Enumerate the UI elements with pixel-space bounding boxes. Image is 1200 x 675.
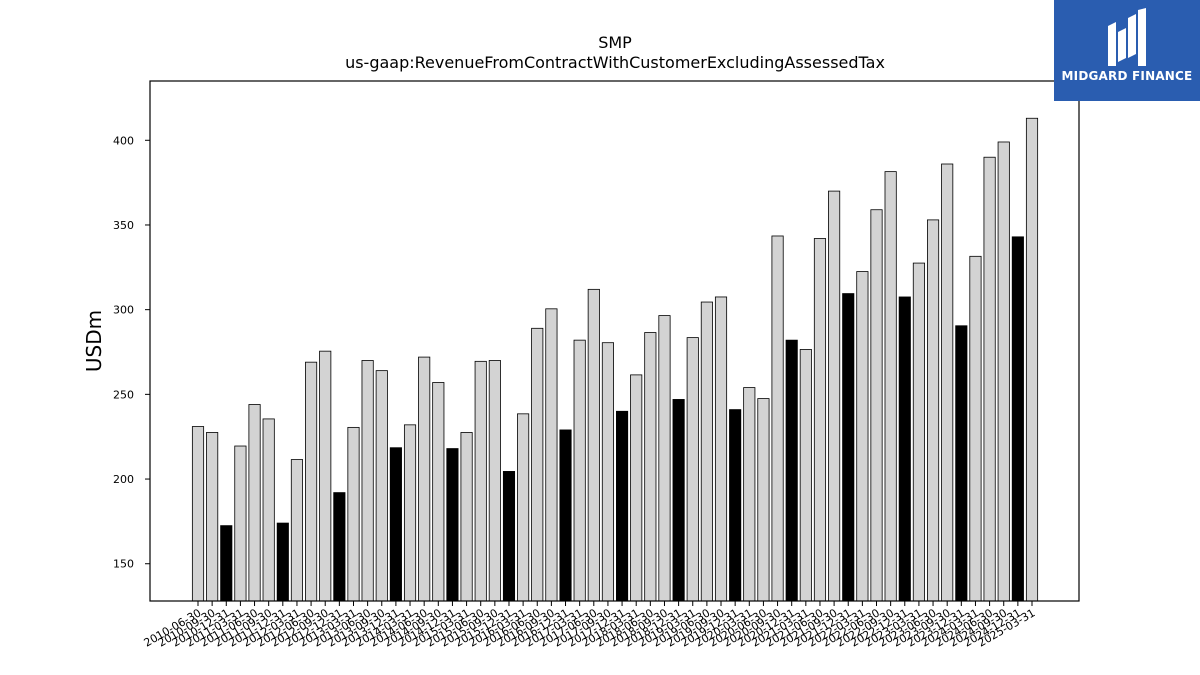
bar-2010-06-30 bbox=[191, 426, 205, 602]
bar-2020-06-30 bbox=[757, 398, 770, 602]
bar-2014-12-31 bbox=[446, 448, 459, 602]
bar-2011-12-31 bbox=[276, 522, 289, 602]
bar-2021-12-31 bbox=[842, 293, 855, 602]
bar-2020-09-30 bbox=[771, 235, 784, 602]
bar-2024-12-31 bbox=[1011, 236, 1024, 602]
bar-2014-09-30 bbox=[432, 382, 445, 602]
bar-2017-12-31 bbox=[616, 410, 629, 602]
bar-2015-09-30 bbox=[488, 360, 501, 602]
bar-2024-03-31 bbox=[969, 255, 982, 602]
bar-2011-06-30 bbox=[248, 404, 261, 602]
y-tick-label-150: 150 bbox=[113, 558, 134, 571]
y-tick-label-350: 350 bbox=[113, 219, 134, 232]
bar-2013-09-30 bbox=[375, 370, 388, 602]
bar-2013-12-31 bbox=[389, 447, 402, 602]
y-tick-label-250: 250 bbox=[113, 388, 134, 401]
bar-2018-06-30 bbox=[644, 332, 657, 602]
bar-2014-06-30 bbox=[418, 356, 431, 602]
bar-2016-03-31 bbox=[517, 413, 530, 602]
midgard-finance-logo: MIDGARD FINANCE bbox=[1054, 0, 1200, 101]
bar-2019-06-30 bbox=[700, 301, 713, 602]
bar-2023-12-31 bbox=[955, 325, 968, 602]
bar-2022-12-31 bbox=[898, 296, 911, 602]
bar-2023-06-30 bbox=[927, 219, 940, 602]
bar-2022-03-31 bbox=[856, 271, 869, 602]
chart-subtitle: us-gaap:RevenueFromContractWithCustomerE… bbox=[345, 53, 885, 72]
bar-2019-09-30 bbox=[714, 296, 728, 602]
bar-2021-03-31 bbox=[799, 349, 812, 602]
bar-2017-03-31 bbox=[573, 339, 586, 602]
bar-2011-03-31 bbox=[234, 445, 247, 602]
bar-2012-06-30 bbox=[305, 361, 318, 602]
bar-2020-03-31 bbox=[743, 387, 756, 602]
bar-2018-12-31 bbox=[672, 399, 685, 602]
bar-2022-09-30 bbox=[884, 171, 897, 602]
bar-2015-06-30 bbox=[474, 360, 487, 602]
bar-2018-09-30 bbox=[658, 315, 671, 602]
bar-2023-03-31 bbox=[912, 262, 925, 602]
bar-2024-09-30 bbox=[997, 141, 1010, 602]
bar-2025-03-31 bbox=[1025, 117, 1039, 602]
y-axis-ticks: 150 200 250 300 350 400 bbox=[113, 134, 150, 571]
y-axis-label: USDm bbox=[82, 310, 106, 372]
logo-text: MIDGARD FINANCE bbox=[1061, 69, 1193, 83]
bar-2017-09-30 bbox=[601, 342, 614, 602]
bar-2019-12-31 bbox=[729, 409, 742, 602]
bar-2014-03-31 bbox=[403, 424, 417, 602]
bar-2012-03-31 bbox=[290, 459, 304, 602]
bar-2019-03-31 bbox=[686, 337, 699, 602]
bar-2017-06-30 bbox=[587, 288, 600, 602]
x-axis-ticks: 2010-06-302010-09-302010-12-312011-03-31… bbox=[142, 601, 1038, 650]
bar-2021-09-30 bbox=[828, 190, 841, 602]
bar-2012-09-30 bbox=[319, 350, 332, 602]
bar-2023-09-30 bbox=[941, 163, 954, 602]
y-tick-label-400: 400 bbox=[113, 134, 134, 147]
bar-2016-09-30 bbox=[545, 308, 558, 602]
bar-2021-06-30 bbox=[813, 238, 827, 602]
bar-2015-03-31 bbox=[460, 432, 473, 602]
bar-2010-12-31 bbox=[220, 525, 233, 602]
bar-2018-03-31 bbox=[630, 374, 643, 602]
bar-2024-06-30 bbox=[983, 156, 996, 602]
midgard-logo-icon bbox=[1108, 8, 1146, 66]
y-tick-label-200: 200 bbox=[113, 473, 134, 486]
bar-2016-06-30 bbox=[531, 327, 544, 602]
y-tick-label-300: 300 bbox=[113, 304, 134, 317]
plot-frame bbox=[149, 80, 1080, 602]
bar-2013-03-31 bbox=[347, 426, 360, 602]
bar-2016-12-31 bbox=[559, 429, 572, 602]
bar-2022-06-30 bbox=[870, 209, 883, 602]
bars-group bbox=[191, 117, 1039, 602]
bar-2013-06-30 bbox=[361, 360, 374, 602]
bar-2020-12-31 bbox=[785, 339, 798, 602]
bar-2015-12-31 bbox=[502, 471, 516, 602]
chart-title: SMP bbox=[598, 33, 632, 52]
bar-2010-09-30 bbox=[206, 432, 219, 602]
bar-2011-09-30 bbox=[262, 418, 275, 602]
bar-2012-12-31 bbox=[333, 492, 346, 602]
